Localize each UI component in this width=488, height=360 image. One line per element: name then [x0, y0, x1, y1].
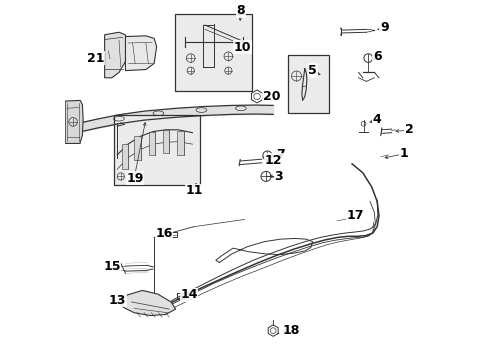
Polygon shape — [65, 100, 83, 143]
Text: 5: 5 — [307, 64, 316, 77]
Bar — [169, 231, 177, 237]
Bar — [287, 55, 328, 113]
Text: 10: 10 — [233, 41, 251, 54]
Text: 13: 13 — [108, 294, 125, 307]
Text: 20: 20 — [262, 90, 280, 103]
Text: 2: 2 — [404, 123, 413, 136]
Polygon shape — [125, 36, 156, 71]
Text: 19: 19 — [126, 172, 143, 185]
Text: 21: 21 — [87, 51, 104, 64]
Polygon shape — [118, 291, 175, 316]
Text: 4: 4 — [372, 113, 381, 126]
Polygon shape — [177, 131, 183, 155]
Text: 16: 16 — [155, 227, 172, 240]
Text: 12: 12 — [264, 154, 282, 167]
Text: 7: 7 — [275, 148, 284, 161]
Text: 3: 3 — [274, 170, 282, 183]
Text: 11: 11 — [185, 184, 203, 197]
Polygon shape — [148, 132, 155, 155]
Text: 15: 15 — [103, 260, 121, 273]
Bar — [177, 293, 186, 299]
Text: 9: 9 — [379, 21, 388, 34]
Polygon shape — [163, 130, 169, 153]
Text: 14: 14 — [180, 288, 197, 301]
Text: 1: 1 — [399, 147, 407, 159]
Bar — [174, 14, 251, 91]
Text: 17: 17 — [346, 210, 364, 222]
Bar — [113, 116, 199, 185]
Text: 8: 8 — [236, 4, 244, 17]
Text: 6: 6 — [372, 50, 381, 63]
Text: 18: 18 — [282, 324, 299, 337]
Polygon shape — [134, 136, 140, 160]
Polygon shape — [104, 32, 128, 78]
Polygon shape — [122, 144, 128, 168]
